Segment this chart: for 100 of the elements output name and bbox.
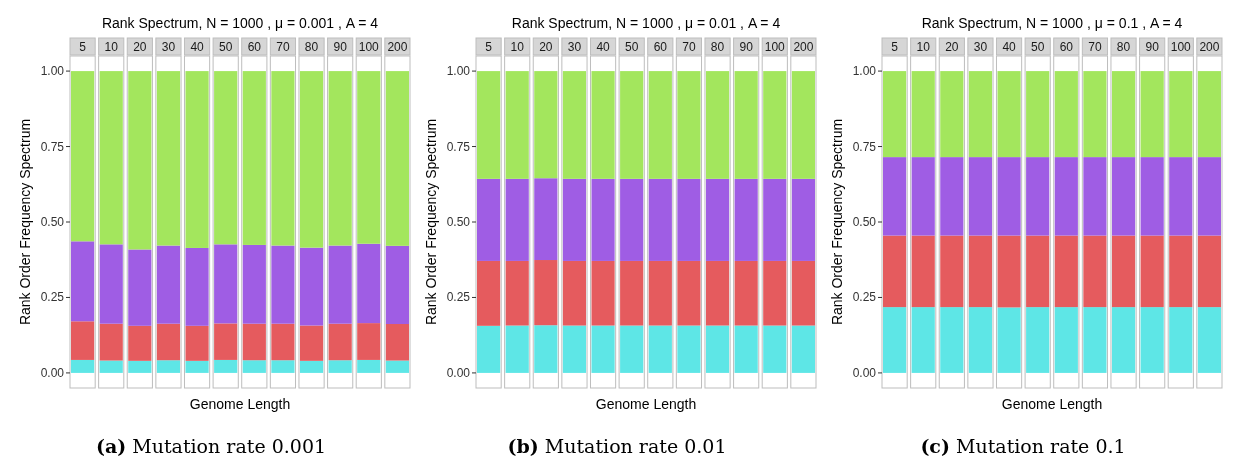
bar — [505, 260, 529, 326]
bar — [505, 178, 529, 261]
bar — [477, 260, 501, 326]
bar — [128, 249, 152, 326]
bar — [271, 323, 295, 361]
bar — [156, 245, 181, 324]
x-axis-title: Genome Length — [1001, 396, 1103, 412]
bar — [1026, 71, 1050, 158]
bar — [1140, 307, 1164, 373]
bar — [883, 235, 907, 308]
bar — [968, 157, 993, 236]
bar — [128, 360, 152, 373]
bar — [968, 71, 993, 158]
bar — [763, 260, 787, 326]
bar — [1197, 71, 1221, 158]
bar — [940, 157, 964, 236]
x-tick-label: 50 — [625, 40, 639, 54]
y-tick-label: 0.25 — [40, 290, 65, 305]
x-tick-label: 70 — [682, 40, 696, 54]
x-tick-label: 40 — [1002, 40, 1017, 54]
bar — [99, 323, 123, 361]
bar — [1111, 157, 1136, 236]
bar — [357, 243, 381, 324]
bar — [156, 323, 181, 361]
bar — [1054, 71, 1078, 158]
y-tick-label: 0.75 — [446, 139, 471, 154]
bar — [883, 71, 907, 158]
bar — [242, 323, 266, 361]
bar — [734, 260, 758, 326]
bar — [883, 307, 907, 373]
bar — [705, 260, 730, 326]
bar — [791, 325, 815, 373]
bar — [562, 71, 587, 179]
bar — [791, 178, 815, 261]
bar — [357, 359, 381, 373]
bar — [791, 260, 815, 326]
bar — [299, 325, 324, 361]
bar — [705, 71, 730, 179]
bar — [185, 247, 209, 326]
bar — [214, 244, 238, 324]
bar — [271, 245, 295, 324]
x-tick-label: 100 — [1170, 40, 1192, 54]
bar — [1111, 307, 1136, 373]
bar — [299, 360, 324, 373]
bar — [677, 71, 701, 179]
x-tick-label: 5 — [79, 40, 87, 54]
x-tick-label: 90 — [739, 40, 754, 54]
bar — [763, 71, 787, 179]
chart-title: Rank Spectrum, N = 1000 , μ = 0.01 , A = 4 — [511, 15, 781, 31]
bar — [71, 321, 95, 360]
y-tick-label: 0.00 — [40, 365, 65, 380]
x-tick-label: 60 — [1059, 40, 1074, 54]
x-tick-label: 10 — [104, 40, 119, 54]
bar — [534, 71, 558, 179]
bar — [1083, 307, 1107, 373]
y-axis-title: Rank Order Frequency Spectrum — [829, 118, 845, 326]
bar — [1197, 157, 1221, 236]
x-tick-label: 50 — [219, 40, 233, 54]
bar — [968, 307, 993, 373]
bar — [1197, 235, 1221, 308]
bar — [1026, 307, 1050, 373]
x-tick-label: 200 — [387, 40, 408, 54]
y-tick-label: 0.25 — [446, 290, 471, 305]
bar — [883, 157, 907, 236]
bar — [677, 325, 701, 373]
x-tick-label: 70 — [1088, 40, 1102, 54]
x-tick-label: 100 — [764, 40, 786, 54]
bar — [734, 71, 758, 179]
x-tick-label: 200 — [1199, 40, 1220, 54]
y-tick-label: 0.75 — [40, 139, 65, 154]
bar — [763, 178, 787, 261]
x-tick-label: 5 — [891, 40, 899, 54]
x-axis-title: Genome Length — [595, 396, 697, 412]
bar — [911, 235, 935, 308]
bar — [71, 241, 95, 322]
bar — [911, 157, 935, 236]
x-tick-label: 100 — [358, 40, 380, 54]
bar — [1169, 71, 1193, 158]
bar — [1111, 235, 1136, 308]
x-tick-label: 5 — [485, 40, 493, 54]
chart-title: Rank Spectrum, N = 1000 , μ = 0.1 , A = 4 — [921, 15, 1183, 31]
bar — [1169, 235, 1193, 308]
bar — [271, 360, 295, 373]
bar — [385, 360, 409, 373]
x-tick-label: 90 — [333, 40, 348, 54]
bar — [648, 178, 672, 261]
bar — [620, 178, 644, 261]
bar — [156, 360, 181, 373]
bar — [214, 359, 238, 373]
bar — [705, 325, 730, 373]
bar — [705, 178, 730, 261]
bar — [1169, 157, 1193, 236]
bar — [997, 235, 1021, 308]
bar — [997, 157, 1021, 236]
x-tick-label: 20 — [945, 40, 959, 54]
bar — [1026, 235, 1050, 308]
x-tick-label: 60 — [247, 40, 262, 54]
y-tick-label: 0.50 — [446, 215, 471, 229]
x-tick-label: 30 — [973, 40, 988, 54]
y-tick-label: 0.50 — [852, 215, 877, 229]
